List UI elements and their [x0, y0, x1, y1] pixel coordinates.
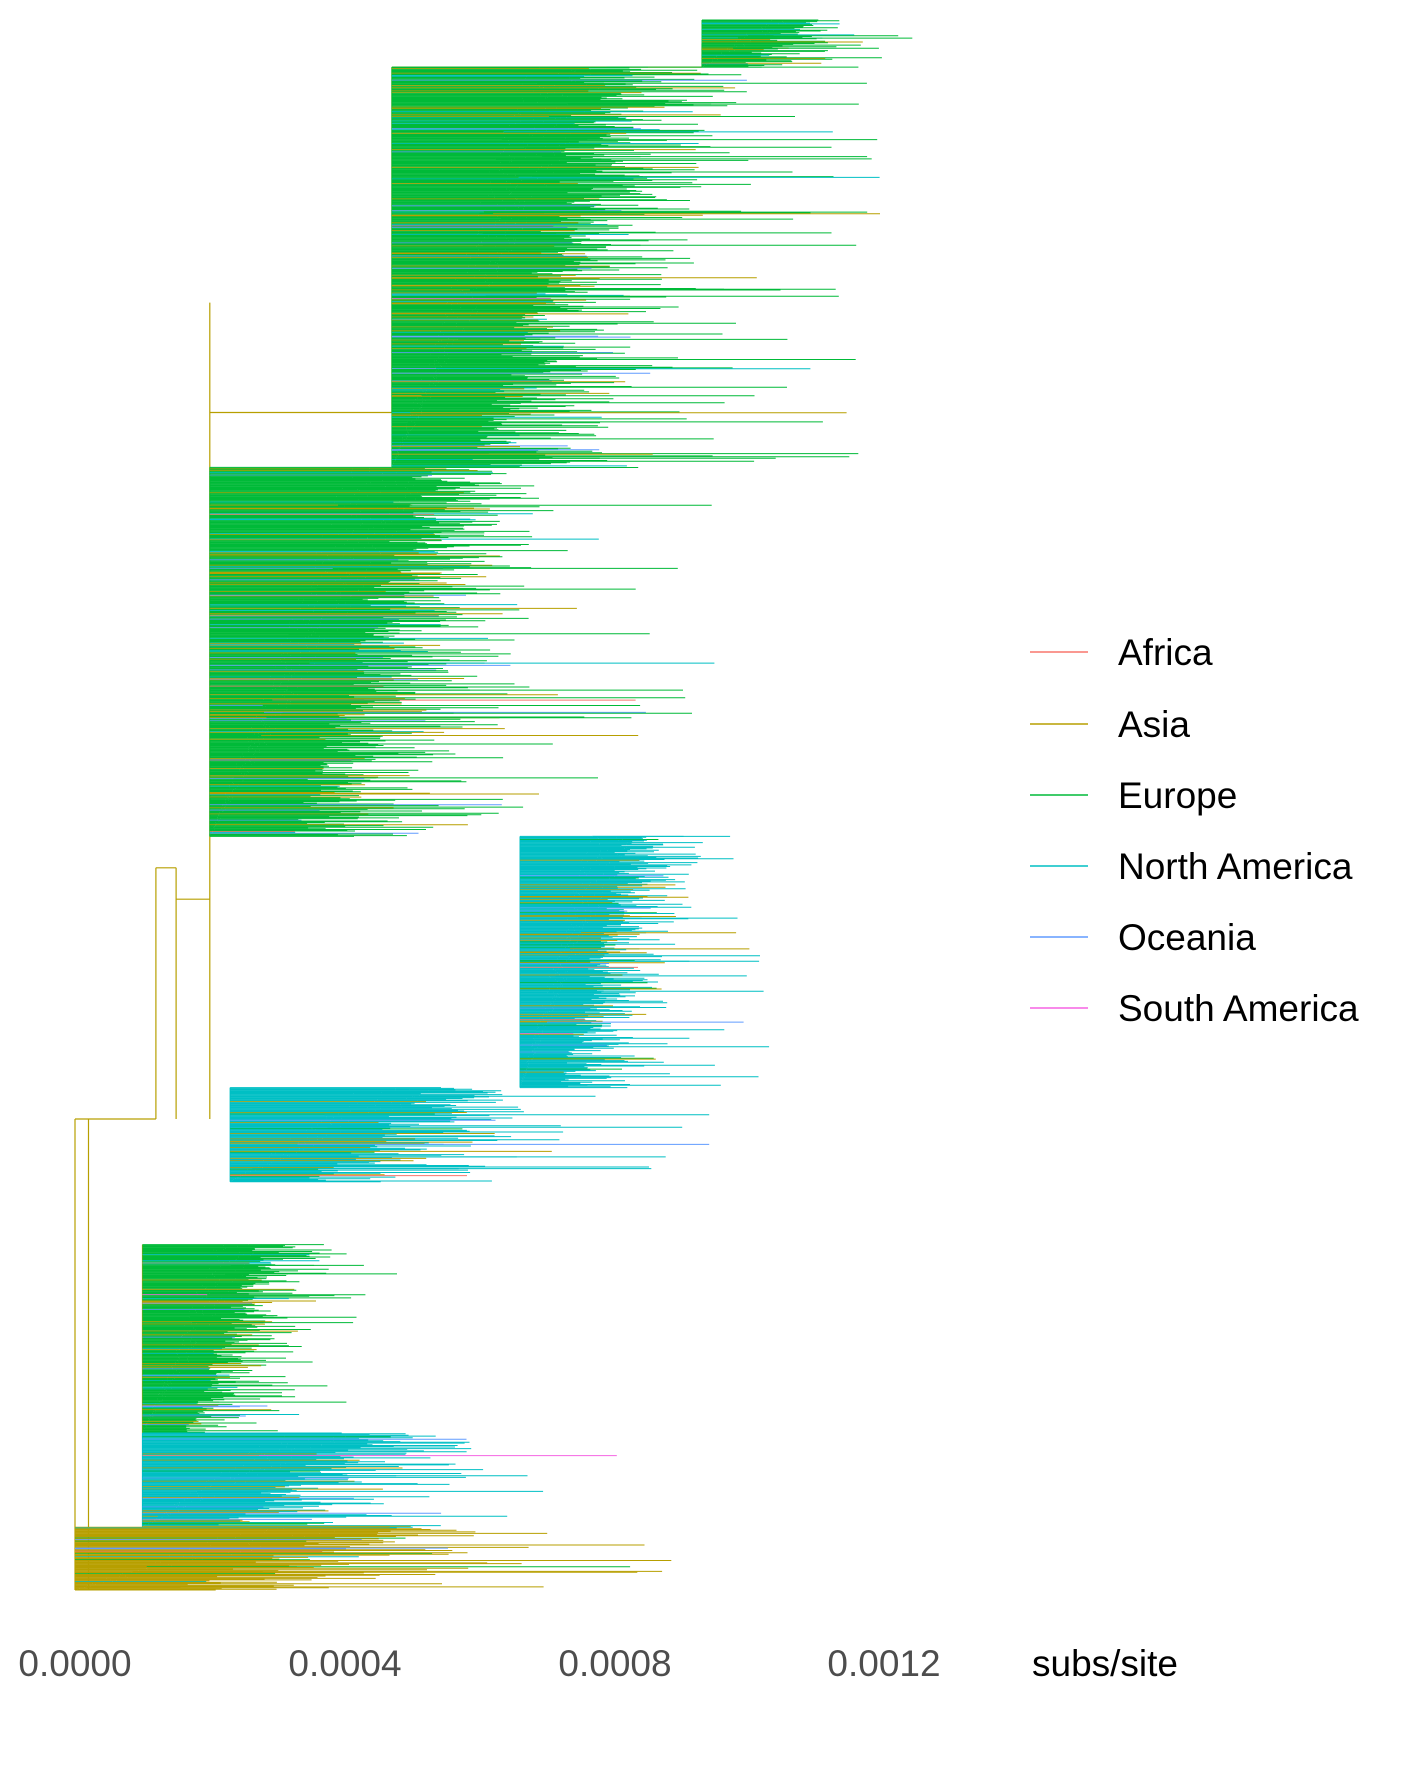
legend: Africa Asia Europe North America Oceania… — [1030, 632, 1359, 1029]
legend-label-south-america: South America — [1118, 988, 1359, 1029]
x-tick-label: 0.0004 — [288, 1643, 401, 1684]
x-tick-label: 0.0000 — [18, 1643, 131, 1684]
legend-label-europe: Europe — [1118, 775, 1237, 816]
tree-branches — [74, 19, 913, 1591]
x-tick-label: 0.0012 — [827, 1643, 940, 1684]
x-axis: 0.0000 0.0004 0.0008 0.0012 subs/site — [18, 1643, 1178, 1684]
x-tick-label: 0.0008 — [558, 1643, 671, 1684]
legend-label-north-america: North America — [1118, 846, 1353, 887]
legend-label-africa: Africa — [1118, 632, 1213, 673]
x-axis-title: subs/site — [1032, 1643, 1178, 1684]
legend-label-asia: Asia — [1118, 704, 1190, 745]
legend-label-oceania: Oceania — [1118, 917, 1256, 958]
